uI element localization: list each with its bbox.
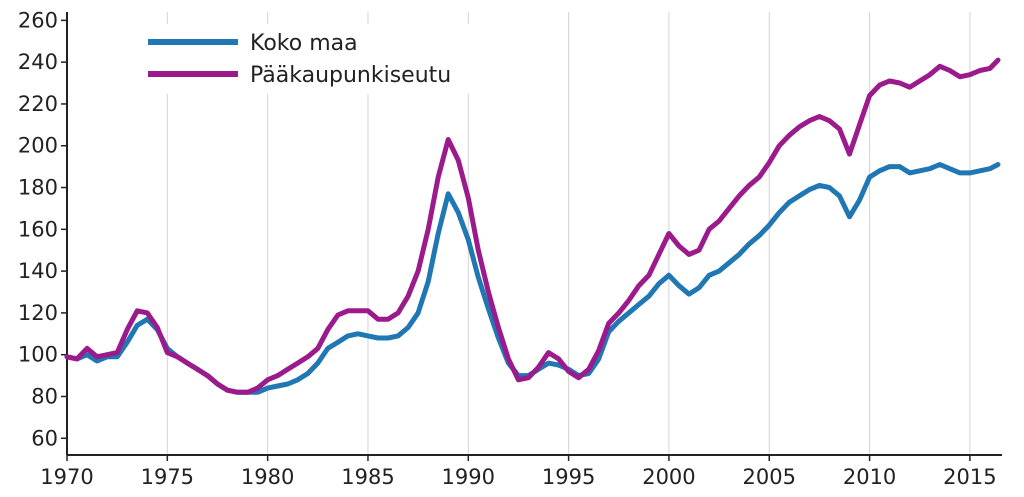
y-tick-label-100: 100	[18, 343, 58, 367]
legend-label-koko-maa: Koko maa	[250, 31, 358, 56]
x-tick-label-1985: 1985	[341, 465, 394, 489]
series	[64, 57, 1001, 395]
x-axis-ticks: 1970 1975 1980 1985 1990 1995 2000 2005 2010 2015	[40, 455, 997, 489]
y-tick-label-160: 160	[18, 217, 58, 241]
legend-background	[138, 24, 508, 94]
y-tick-label-260: 260	[18, 8, 58, 32]
y-tick-label-80: 80	[31, 384, 58, 408]
axes	[66, 12, 1002, 456]
y-tick-label-120: 120	[18, 301, 58, 325]
legend: Koko maa Pääkaupunkiseutu	[138, 24, 508, 94]
series-line-0	[64, 162, 1001, 395]
y-tick-label-140: 140	[18, 259, 58, 283]
y-tick-label-180: 180	[18, 176, 58, 200]
x-tick-label-2005: 2005	[743, 465, 796, 489]
y-tick-label-220: 220	[18, 92, 58, 116]
x-tick-label-2010: 2010	[843, 465, 896, 489]
x-tick-label-2000: 2000	[642, 465, 695, 489]
y-tick-label-240: 240	[18, 50, 58, 74]
x-tick-label-1975: 1975	[141, 465, 194, 489]
x-tick-label-2015: 2015	[943, 465, 996, 489]
y-axis-ticks: 60 80 100 120 140 160 180 200 220 240 260	[18, 8, 67, 450]
x-tick-label-1995: 1995	[542, 465, 595, 489]
series-line-1	[64, 57, 1001, 395]
y-tick-label-200: 200	[18, 134, 58, 158]
x-tick-label-1990: 1990	[442, 465, 495, 489]
x-tick-label-1970: 1970	[40, 465, 93, 489]
x-tick-label-1980: 1980	[241, 465, 294, 489]
y-tick-label-60: 60	[31, 426, 58, 450]
legend-label-paakaupunkiseutu: Pääkaupunkiseutu	[250, 63, 451, 88]
